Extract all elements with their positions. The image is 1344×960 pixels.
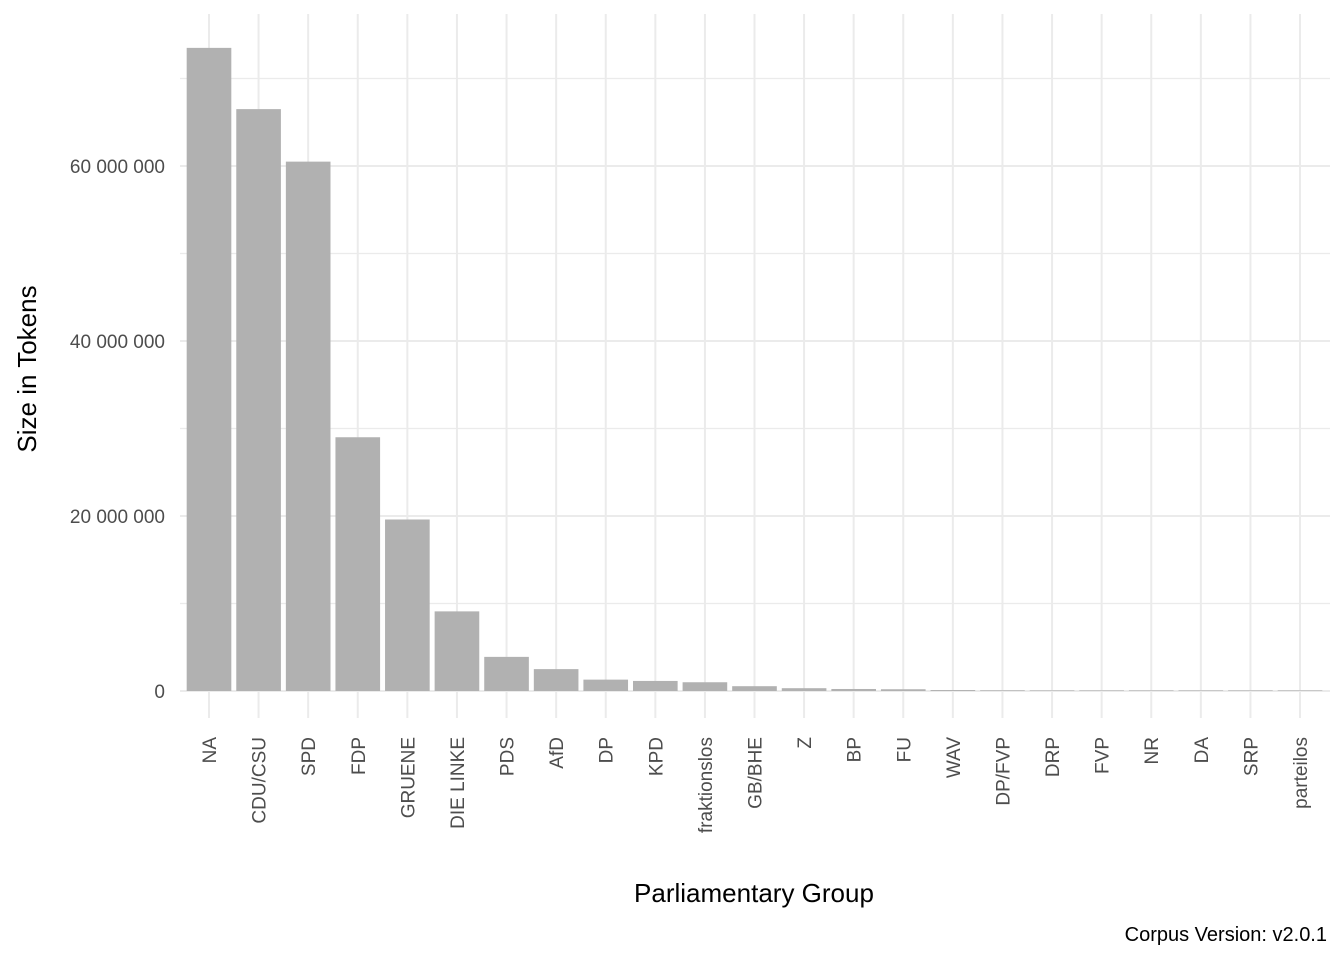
x-tick-label-2: SPD (299, 737, 320, 776)
caption-corpus-version: Corpus Version: v2.0.1 (1125, 924, 1327, 946)
x-tick-label-4: GRUENE (398, 737, 419, 818)
x-tick-label-5: DIE LINKE (448, 737, 469, 829)
x-tick-label-11: GB/BHE (746, 737, 767, 809)
x-axis-ticks: NA CDU/CSU SPD FDP GRUENE DIE LINKE PDS AfD DP KP… (200, 737, 1312, 834)
bar-1 (236, 109, 281, 691)
bar-12 (781, 688, 827, 691)
x-tick-label-22: parteilos (1291, 737, 1312, 809)
bar-17 (1029, 690, 1075, 691)
x-tick-label-3: FDP (349, 737, 370, 775)
x-tick-label-6: PDS (498, 737, 519, 776)
y-axis-title: Size in Tokens (12, 285, 42, 452)
y-tick-label-0: 0 (154, 682, 165, 703)
bar-9 (633, 680, 678, 691)
x-tick-label-7: AfD (547, 737, 568, 769)
bar-19 (1128, 690, 1174, 691)
bars (186, 47, 1323, 691)
x-tick-label-19: NR (1142, 737, 1163, 764)
bar-22 (1277, 690, 1323, 691)
x-tick-label-16: DP/FVP (993, 737, 1014, 806)
y-tick-label-2: 40 000 000 (70, 332, 165, 353)
x-tick-label-21: SRP (1241, 737, 1262, 776)
x-tick-label-15: WAV (944, 737, 965, 778)
x-tick-label-8: DP (597, 737, 618, 763)
bar-0 (186, 47, 232, 691)
bar-5 (434, 611, 480, 691)
x-tick-label-20: DA (1192, 737, 1213, 764)
bar-10 (682, 682, 728, 691)
bar-16 (980, 690, 1025, 691)
x-tick-label-10: fraktionslos (696, 737, 717, 833)
x-tick-label-12: Z (795, 737, 816, 749)
bar-2 (285, 161, 331, 691)
bar-7 (533, 669, 579, 691)
x-tick-label-18: FVP (1093, 737, 1114, 774)
x-tick-label-17: DRP (1043, 737, 1064, 777)
bar-21 (1228, 690, 1273, 691)
x-tick-label-13: BP (845, 737, 866, 762)
bar-11 (732, 686, 777, 691)
bar-3 (335, 437, 381, 691)
bar-6 (484, 656, 529, 691)
x-tick-label-0: NA (200, 737, 221, 764)
bar-4 (385, 519, 430, 691)
bar-13 (831, 688, 876, 691)
bar-18 (1079, 690, 1124, 691)
bar-8 (583, 679, 629, 691)
x-tick-label-14: FU (894, 737, 915, 762)
bar-15 (930, 690, 976, 691)
x-tick-label-1: CDU/CSU (250, 737, 271, 824)
y-tick-label-3: 60 000 000 (70, 157, 165, 178)
bar-14 (880, 689, 926, 691)
y-axis-ticks: 0 20 000 000 40 000 000 60 000 000 (70, 157, 165, 703)
bar-20 (1178, 690, 1224, 691)
y-tick-label-1: 20 000 000 (70, 507, 165, 528)
x-axis-title: Parliamentary Group (634, 878, 874, 908)
x-tick-label-9: KPD (646, 737, 667, 776)
